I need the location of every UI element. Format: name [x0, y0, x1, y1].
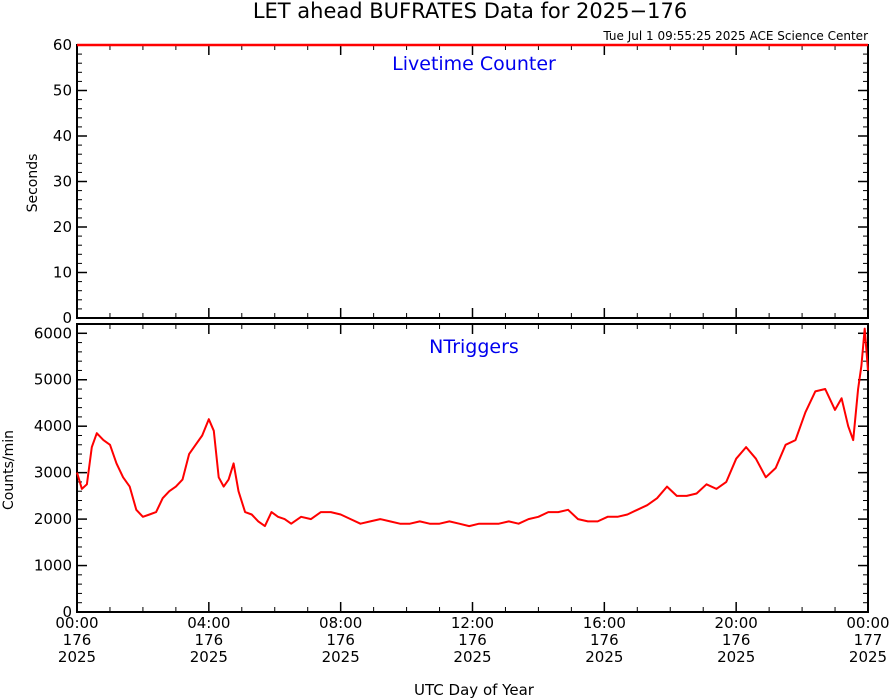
livetime-axis-ticks: 0 10 20 30 40 50 60	[53, 36, 869, 327]
livetime-panel: 0 10 20 30 40 50 60 Livetime Counter Seconds	[25, 36, 869, 327]
ntriggers-y-tick-label: 6000	[34, 324, 72, 342]
livetime-y-tick-label: 10	[53, 264, 72, 282]
x-tick-label-doy: 177	[854, 631, 883, 649]
livetime-plot-frame	[76, 44, 869, 319]
x-tick-label-year: 2025	[849, 648, 887, 666]
ntriggers-y-tick-label: 1000	[34, 557, 72, 575]
generation-timestamp: Tue Jul 1 09:55:25 2025 ACE Science Cent…	[602, 29, 868, 43]
x-tick-label-doy: 176	[590, 631, 619, 649]
x-tick-label-time: 04:00	[187, 614, 230, 632]
x-tick-label-time: 20:00	[715, 614, 758, 632]
x-tick-label-time: 12:00	[451, 614, 494, 632]
ntriggers-panel: 0 1000 2000 3000 4000 5000 6000 NTriggers Coun…	[1, 323, 869, 621]
x-tick-label-year: 2025	[585, 648, 623, 666]
livetime-y-axis-label: Seconds	[25, 154, 41, 213]
livetime-panel-label: Livetime Counter	[392, 53, 556, 75]
livetime-y-tick-label: 60	[53, 36, 72, 54]
x-tick-label-year: 2025	[717, 648, 755, 666]
x-tick-label-doy: 176	[326, 631, 355, 649]
x-tick-label-year: 2025	[58, 648, 96, 666]
x-tick-label-time: 00:00	[846, 614, 889, 632]
ntriggers-y-tick-label: 0	[62, 603, 72, 621]
ntriggers-panel-label: NTriggers	[429, 336, 519, 358]
ntriggers-series-line	[76, 327, 869, 528]
livetime-y-tick-label: 40	[53, 127, 72, 145]
x-axis-label: UTC Day of Year	[414, 681, 535, 699]
x-tick-label-time: 00:00	[55, 614, 98, 632]
ntriggers-y-tick-label: 2000	[34, 510, 72, 528]
ntriggers-plot-frame	[76, 323, 869, 613]
livetime-y-tick-label: 50	[53, 82, 72, 100]
livetime-y-tick-label: 30	[53, 173, 72, 191]
x-tick-label-doy: 176	[458, 631, 487, 649]
livetime-y-tick-label: 0	[62, 309, 72, 327]
livetime-y-tick-label: 20	[53, 218, 72, 236]
ntriggers-y-tick-label: 4000	[34, 417, 72, 435]
x-tick-label-doy: 176	[195, 631, 224, 649]
x-tick-label-time: 16:00	[583, 614, 626, 632]
x-tick-label-year: 2025	[322, 648, 360, 666]
ntriggers-y-axis-label: Counts/min	[1, 430, 17, 510]
x-tick-label-doy: 176	[63, 631, 92, 649]
ntriggers-y-tick-label: 5000	[34, 371, 72, 389]
x-tick-label-year: 2025	[190, 648, 228, 666]
x-axis-tick-labels: 00:00176202504:00176202508:00176202512:0…	[55, 614, 889, 666]
ntriggers-y-tick-label: 3000	[34, 464, 72, 482]
ntriggers-axis-ticks: 0 1000 2000 3000 4000 5000 6000	[34, 323, 869, 621]
x-tick-label-doy: 176	[722, 631, 751, 649]
x-tick-label-year: 2025	[453, 648, 491, 666]
chart-title: LET ahead BUFRATES Data for 2025−176	[253, 0, 687, 23]
x-tick-label-time: 08:00	[319, 614, 362, 632]
